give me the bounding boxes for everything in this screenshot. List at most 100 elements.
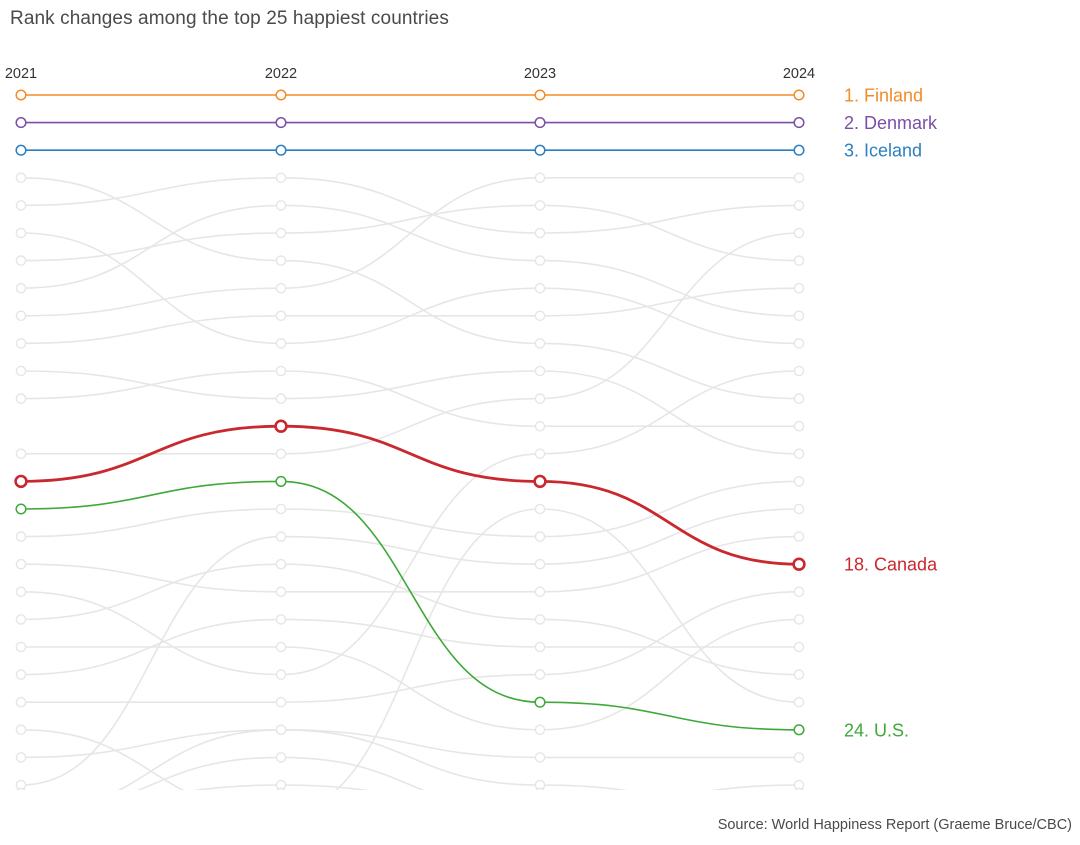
background-point xyxy=(15,448,27,460)
background-point xyxy=(15,669,27,680)
background-point xyxy=(793,310,805,322)
background-point xyxy=(275,365,287,377)
canada-point-2022 xyxy=(274,419,288,433)
background-point xyxy=(534,669,546,680)
chart-title: Rank changes among the top 25 happiest c… xyxy=(10,8,449,29)
year-label-2023: 2023 xyxy=(524,66,556,82)
background-point xyxy=(534,365,546,377)
background-point xyxy=(275,586,287,598)
background-point xyxy=(275,448,287,460)
background-point xyxy=(534,200,546,211)
canada-line xyxy=(20,424,800,566)
background-point xyxy=(275,227,287,239)
background-point xyxy=(15,338,27,349)
highlight-lines xyxy=(20,94,800,731)
background-point xyxy=(275,172,287,184)
background-point xyxy=(793,282,805,294)
background-point xyxy=(534,752,546,763)
background-point xyxy=(275,282,287,294)
plot-area xyxy=(14,89,806,790)
year-label-2022: 2022 xyxy=(265,66,297,82)
background-line-3 xyxy=(20,232,800,345)
background-line-8 xyxy=(20,370,800,455)
iceland-point-2024 xyxy=(793,144,805,156)
background-point xyxy=(15,752,27,763)
canada-point-2024 xyxy=(792,557,806,571)
year-label-2021: 2021 xyxy=(5,66,37,82)
background-line-22 xyxy=(193,784,800,790)
background-line-13 xyxy=(20,370,800,676)
u-s-line xyxy=(20,480,800,731)
background-point xyxy=(534,338,546,349)
background-point xyxy=(275,669,287,680)
iceland-point-2023 xyxy=(534,144,546,156)
background-point xyxy=(793,503,805,515)
background-point xyxy=(793,476,805,487)
u-s-point-2022 xyxy=(275,475,287,487)
background-point xyxy=(793,641,805,653)
background-point xyxy=(793,531,805,542)
background-line-23 xyxy=(334,508,800,790)
background-point xyxy=(275,200,287,211)
background-line-18 xyxy=(20,729,185,790)
background-point xyxy=(275,558,287,570)
iceland-point-2022 xyxy=(275,144,287,156)
denmark-point-2021 xyxy=(15,117,27,129)
background-point xyxy=(793,200,805,211)
background-point xyxy=(534,282,546,294)
background-point xyxy=(793,614,805,625)
canada-point-2021 xyxy=(14,474,28,489)
background-points xyxy=(15,172,805,790)
background-point xyxy=(793,227,805,239)
background-point xyxy=(15,393,27,404)
iceland-end-label: 3. Iceland xyxy=(844,141,922,161)
background-line-19 xyxy=(20,728,799,759)
background-line-16 xyxy=(20,618,799,676)
u-s-point-2023 xyxy=(534,696,546,708)
background-point xyxy=(793,696,805,708)
background-point xyxy=(15,531,27,542)
background-point xyxy=(534,255,546,266)
background-point xyxy=(275,724,287,736)
background-point xyxy=(275,696,287,708)
year-label-2024: 2024 xyxy=(783,66,815,82)
canada-end-label: 18. Canada xyxy=(844,555,938,575)
background-point xyxy=(275,393,287,404)
finland-point-2024 xyxy=(793,89,805,101)
background-point xyxy=(534,448,546,460)
background-point xyxy=(534,724,546,736)
background-point xyxy=(534,586,546,598)
u-s-point-2021 xyxy=(15,503,27,515)
background-point xyxy=(793,420,805,432)
background-line-7 xyxy=(20,287,800,345)
finland-point-2021 xyxy=(15,89,27,101)
end-labels: 1. Finland 2. Denmark 3. Iceland 18. Canada… xyxy=(844,86,938,741)
background-point xyxy=(15,172,27,184)
background-point xyxy=(275,310,287,322)
background-line-10 xyxy=(21,232,800,455)
background-point xyxy=(794,787,804,790)
background-line-15 xyxy=(21,618,800,731)
background-lines xyxy=(20,176,800,790)
background-line-2 xyxy=(20,176,800,234)
background-point xyxy=(275,752,287,763)
background-point xyxy=(275,531,287,542)
finland-point-2022 xyxy=(275,89,287,101)
background-point xyxy=(534,558,546,570)
background-point xyxy=(534,393,546,404)
background-point xyxy=(15,255,27,266)
background-point xyxy=(793,365,805,377)
background-point xyxy=(535,787,545,790)
background-point xyxy=(534,420,546,432)
background-point xyxy=(15,200,27,211)
background-point xyxy=(275,503,287,515)
background-line-17 xyxy=(20,591,800,704)
background-point xyxy=(15,641,27,653)
source-note: Source: World Happiness Report (Graeme B… xyxy=(717,817,1072,833)
background-point xyxy=(15,586,27,598)
background-point xyxy=(793,448,805,460)
background-point xyxy=(534,227,546,239)
background-point xyxy=(534,310,546,322)
background-point xyxy=(15,724,27,736)
